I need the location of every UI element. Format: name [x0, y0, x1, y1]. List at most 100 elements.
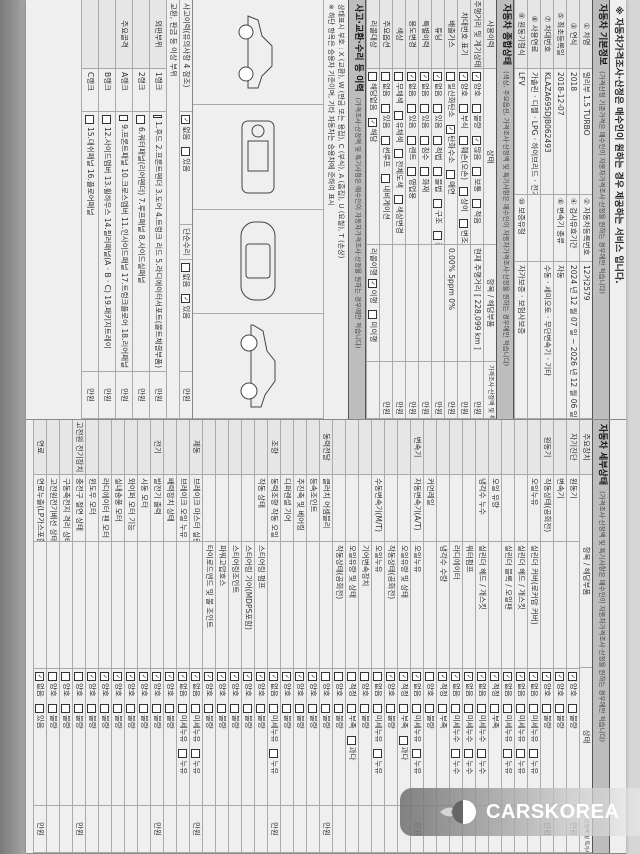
checkbox-option[interactable]: ✓ 양호: [555, 672, 565, 697]
empty-box-icon[interactable]: [35, 703, 45, 713]
empty-box-icon[interactable]: [529, 703, 539, 713]
checkbox-option[interactable]: 불량: [217, 703, 227, 729]
checkbox-option[interactable]: 있음: [433, 103, 443, 129]
checked-box-icon[interactable]: ✓: [446, 124, 456, 134]
checkbox-option[interactable]: 미세누유: [503, 703, 513, 742]
empty-box-icon[interactable]: [381, 103, 391, 113]
checkbox-option[interactable]: 양호: [61, 672, 71, 697]
checked-box-icon[interactable]: ✓: [243, 672, 253, 681]
checkbox-option[interactable]: 화재: [420, 167, 430, 192]
checkbox-option[interactable]: 불량: [425, 703, 435, 729]
empty-box-icon[interactable]: [87, 703, 97, 713]
checkbox-option[interactable]: ✓ 양호: [152, 672, 162, 697]
checkbox-option[interactable]: ✓ 양호: [568, 672, 578, 697]
checked-box-icon[interactable]: ✓: [204, 672, 214, 681]
checkbox-option[interactable]: 없음: [373, 672, 383, 697]
checked-box-icon[interactable]: ✓: [282, 672, 292, 681]
checkbox-option[interactable]: 불량: [542, 703, 552, 729]
empty-box-icon[interactable]: [425, 672, 435, 681]
checkbox-option[interactable]: 미세누유: [529, 703, 539, 742]
empty-box-icon[interactable]: [381, 174, 391, 184]
empty-box-icon[interactable]: [472, 199, 482, 209]
checkbox-option[interactable]: 누유: [191, 749, 201, 774]
empty-box-icon[interactable]: [459, 218, 469, 228]
checkbox-option[interactable]: ✓ 양호: [139, 672, 149, 697]
empty-box-icon[interactable]: [153, 115, 163, 119]
empty-box-icon[interactable]: [368, 310, 378, 320]
checkbox-option[interactable]: ✓ 양호: [542, 672, 552, 697]
checkbox-option[interactable]: 불량: [48, 703, 58, 729]
empty-box-icon[interactable]: [85, 115, 95, 124]
checkbox-option[interactable]: 과다: [347, 735, 357, 760]
empty-box-icon[interactable]: [347, 672, 357, 681]
empty-box-icon[interactable]: [139, 703, 149, 713]
checked-box-icon[interactable]: ✓: [256, 672, 266, 681]
empty-box-icon[interactable]: [74, 672, 84, 681]
checkbox-option[interactable]: 누유: [178, 749, 188, 774]
empty-box-icon[interactable]: [181, 147, 191, 157]
empty-box-icon[interactable]: [407, 167, 417, 177]
checkbox-option[interactable]: 침수: [420, 135, 430, 160]
checkbox-option[interactable]: 매연: [446, 170, 456, 195]
empty-box-icon[interactable]: [516, 749, 526, 759]
checkbox-option[interactable]: 불량: [61, 703, 71, 729]
checkbox-option[interactable]: 해당없음: [368, 72, 378, 111]
checked-box-icon[interactable]: ✓: [113, 672, 123, 681]
empty-box-icon[interactable]: [433, 103, 443, 113]
checkbox-option[interactable]: 과다: [399, 735, 409, 760]
checkbox-option[interactable]: ✓ 없음: [420, 72, 430, 97]
checkbox-option[interactable]: 부식: [459, 103, 469, 129]
checkbox-option[interactable]: 양호: [321, 672, 331, 697]
empty-box-icon[interactable]: [191, 703, 201, 713]
checkbox-option[interactable]: 불량: [472, 103, 482, 129]
checked-box-icon[interactable]: ✓: [35, 672, 45, 681]
checkbox-option[interactable]: 미세누유: [178, 703, 188, 742]
checkbox-option[interactable]: ✓ 양호: [459, 72, 469, 97]
empty-box-icon[interactable]: [48, 672, 58, 681]
checkbox-option[interactable]: 양호: [74, 672, 84, 697]
empty-box-icon[interactable]: [503, 749, 513, 759]
checkbox-option[interactable]: 장치: [433, 231, 443, 245]
empty-box-icon[interactable]: [477, 703, 487, 713]
checkbox-option[interactable]: ✓ 없음: [412, 672, 422, 697]
checked-box-icon[interactable]: ✓: [555, 672, 565, 681]
empty-box-icon[interactable]: [477, 749, 487, 759]
checkbox-option[interactable]: ✓ 없음: [269, 672, 279, 697]
checked-box-icon[interactable]: ✓: [368, 117, 378, 127]
empty-box-icon[interactable]: [191, 749, 201, 759]
checkbox-option[interactable]: 누유: [503, 749, 513, 774]
checkbox-option[interactable]: 누유: [529, 749, 539, 774]
checkbox-option[interactable]: 미세누수: [464, 703, 474, 742]
checkbox-option[interactable]: ✓ 양호: [295, 672, 305, 697]
empty-box-icon[interactable]: [347, 735, 357, 745]
empty-box-icon[interactable]: [394, 72, 404, 81]
empty-box-icon[interactable]: [459, 135, 469, 145]
empty-box-icon[interactable]: [407, 103, 417, 113]
empty-box-icon[interactable]: [438, 703, 448, 713]
checked-box-icon[interactable]: ✓: [459, 72, 469, 81]
checkbox-option[interactable]: ✓ 양호: [217, 672, 227, 697]
checkbox-option[interactable]: ✓ 없음: [178, 672, 188, 697]
checkbox-option[interactable]: 누수: [477, 749, 487, 774]
checkbox-option[interactable]: 내비게이션: [381, 174, 391, 220]
empty-box-icon[interactable]: [399, 703, 409, 713]
checkbox-option[interactable]: 있음: [181, 147, 191, 172]
checked-box-icon[interactable]: ✓: [368, 278, 378, 288]
empty-box-icon[interactable]: [529, 749, 539, 759]
checkbox-option[interactable]: 양호: [360, 672, 370, 697]
empty-box-icon[interactable]: [230, 703, 240, 713]
checkbox-option[interactable]: ✓ 없음: [35, 672, 45, 697]
checkbox-option[interactable]: 양호: [334, 672, 344, 697]
empty-box-icon[interactable]: [433, 135, 443, 145]
checkbox-option[interactable]: 부족: [399, 703, 409, 729]
checkbox-option[interactable]: 불량: [321, 703, 331, 729]
checkbox-option[interactable]: 부족: [347, 703, 357, 729]
checkbox-option[interactable]: ✓ 양호: [230, 672, 240, 697]
checked-box-icon[interactable]: ✓: [503, 672, 513, 681]
checkbox-option[interactable]: 영업용: [407, 167, 417, 199]
empty-box-icon[interactable]: [425, 703, 435, 713]
empty-box-icon[interactable]: [113, 703, 123, 713]
empty-box-icon[interactable]: [334, 703, 344, 713]
checkbox-option[interactable]: 전체도색: [394, 149, 404, 188]
checkbox-option[interactable]: 불량: [139, 703, 149, 729]
